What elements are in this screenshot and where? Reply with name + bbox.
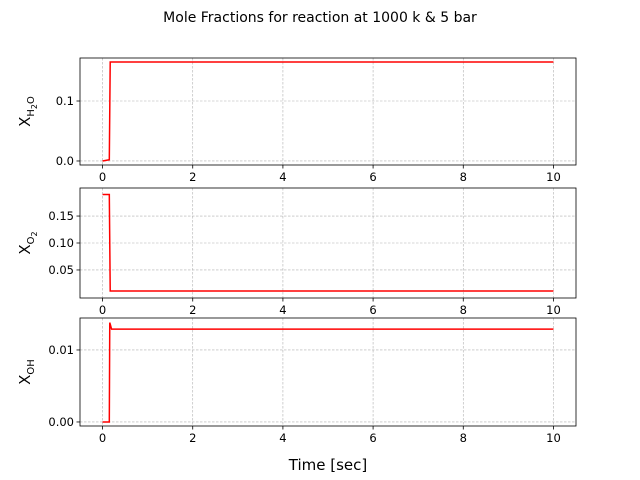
ylabel-part: 2 (30, 231, 39, 236)
x-tick-label: 6 (369, 303, 376, 317)
axes-frame (79, 317, 577, 427)
x-tick-label: 8 (460, 170, 467, 184)
figure-title: Mole Fractions for reaction at 1000 k & … (163, 10, 477, 26)
x-tick-label: 2 (189, 431, 196, 445)
x-tick-label: 10 (546, 431, 561, 445)
y-tick-label: 0.00 (48, 415, 74, 429)
x-tick-label: 6 (369, 431, 376, 445)
y-tick-label: 0.10 (48, 236, 74, 250)
x-tick-label: 4 (279, 303, 286, 317)
x-tick-label: 10 (546, 303, 561, 317)
y-tick-label: 0.05 (48, 263, 74, 277)
ylabel-part: X (16, 244, 34, 254)
y-tick-label: 0.0 (56, 154, 74, 168)
y-axis-label: XH2O (16, 96, 39, 127)
y-axis-label: XO2 (16, 231, 39, 254)
ylabel-part: X (16, 375, 34, 385)
data-line (102, 61, 554, 162)
x-tick-label: 0 (99, 303, 106, 317)
data-line (102, 193, 554, 292)
x-tick-label: 6 (369, 170, 376, 184)
x-tick-label: 8 (460, 431, 467, 445)
x-tick-label: 4 (279, 431, 286, 445)
ylabel-part: O (26, 236, 37, 244)
data-line (102, 322, 554, 423)
x-axis-label: Time [sec] (288, 456, 367, 474)
x-tick-label: 4 (279, 170, 286, 184)
y-tick-label: 0.01 (48, 343, 74, 357)
x-tick-label: 0 (99, 431, 106, 445)
ylabel-part: X (16, 117, 34, 127)
y-tick-label: 0.15 (48, 209, 74, 223)
y-axis-label: XOH (16, 359, 37, 385)
axes-frame (79, 57, 577, 166)
x-tick-label: 2 (189, 303, 196, 317)
ylabel-part: H (26, 109, 37, 117)
ylabel-part: OH (26, 359, 37, 374)
x-tick-label: 10 (546, 170, 561, 184)
x-tick-label: 8 (460, 303, 467, 317)
x-tick-label: 2 (189, 170, 196, 184)
ylabel-part: 2 (30, 104, 39, 109)
x-tick-label: 0 (99, 170, 106, 184)
axes-frame (79, 187, 577, 299)
y-tick-label: 0.1 (56, 94, 74, 108)
ylabel-part: O (26, 96, 37, 104)
